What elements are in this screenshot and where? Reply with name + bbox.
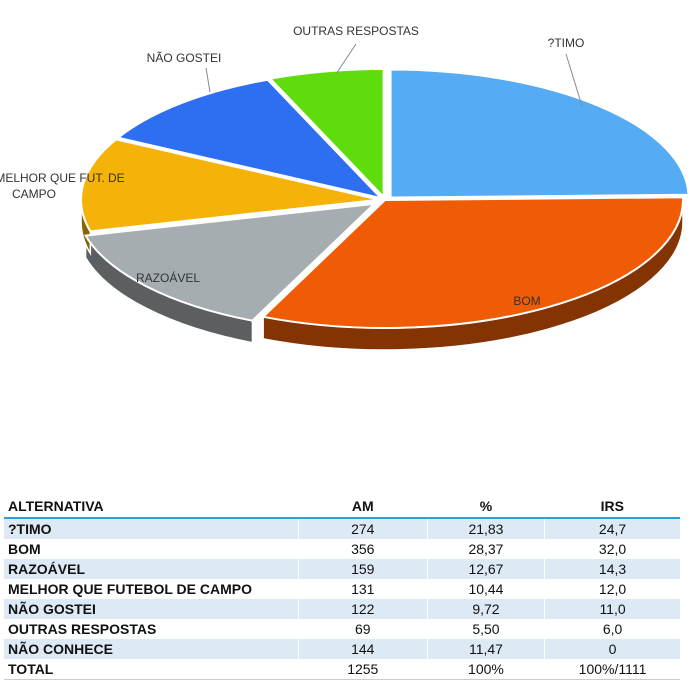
cell-percent: 28,37 [426, 539, 545, 559]
cell-am: 356 [297, 539, 428, 559]
cell-am: 274 [297, 518, 428, 539]
table-row: MELHOR QUE FUTEBOL DE CAMPO 131 10,44 12… [4, 579, 680, 599]
cell-am: 69 [297, 619, 428, 639]
table-total-row: TOTAL 1255 100% 100%/1111 [4, 659, 680, 680]
table-row: NÃO CONHECE 144 11,47 0 [4, 639, 680, 659]
cell-am: 159 [297, 559, 428, 579]
table-row: RAZOÁVEL 159 12,67 14,3 [4, 559, 680, 579]
header-percent: % [427, 495, 545, 519]
pie-slice [389, 68, 690, 199]
cell-alternativa: NÃO CONHECE [4, 639, 299, 659]
leader-line [565, 53, 583, 107]
cell-alternativa: ?TIMO [4, 518, 299, 539]
pie-slice [83, 202, 378, 322]
cell-percent: 9,72 [426, 599, 545, 619]
cell-irs: 0 [544, 639, 680, 659]
cell-irs: 11,0 [544, 599, 680, 619]
slice-label: MELHOR QUE FUT. DE CAMPO [0, 171, 125, 201]
slice-label: NÃO GOSTEI [147, 51, 222, 65]
table-row: NÃO GOSTEI 122 9,72 11,0 [4, 599, 680, 619]
cell-alternativa: RAZOÁVEL [4, 559, 299, 579]
cell-irs: 100%/1111 [544, 659, 680, 680]
slice-label: ?TIMO [548, 36, 585, 50]
cell-percent: 11,47 [426, 639, 545, 659]
cell-alternativa: MELHOR QUE FUTEBOL DE CAMPO [4, 579, 299, 599]
cell-irs: 14,3 [544, 559, 680, 579]
cell-alternativa: BOM [4, 539, 299, 559]
slice-label: OUTRAS RESPOSTAS [293, 24, 419, 38]
results-table: ALTERNATIVA AM % IRS ?TIMO 274 21,83 24,… [4, 495, 680, 680]
pie-chart: ?TIMO BOM RAZOÁVEL MELHOR QUE FUT. DE CAMPO N… [0, 24, 690, 351]
cell-irs: 24,7 [544, 518, 680, 539]
table-header-row: ALTERNATIVA AM % IRS [4, 495, 680, 519]
pie-slice [115, 78, 385, 200]
cell-alternativa: NÃO GOSTEI [4, 599, 299, 619]
cell-am: 1255 [297, 659, 428, 680]
cell-am: 131 [297, 579, 428, 599]
cell-irs: 32,0 [544, 539, 680, 559]
cell-percent: 5,50 [426, 619, 545, 639]
leader-line [205, 67, 211, 93]
pie-slice [268, 68, 385, 200]
cell-percent: 10,44 [426, 579, 545, 599]
cell-irs: 6,0 [544, 619, 680, 639]
table-row: OUTRAS RESPOSTAS 69 5,50 6,0 [4, 619, 680, 639]
cell-percent: 21,83 [426, 518, 545, 539]
cell-alternativa: TOTAL [4, 659, 299, 680]
cell-irs: 12,0 [544, 579, 680, 599]
header-alternativa: ALTERNATIVA [4, 495, 299, 519]
pie-slice [261, 196, 684, 329]
slice-label: RAZOÁVEL [136, 270, 200, 285]
leader-line [335, 43, 357, 75]
cell-am: 144 [297, 639, 428, 659]
header-am: AM [298, 495, 428, 519]
header-irs: IRS [544, 495, 680, 519]
cell-am: 122 [297, 599, 428, 619]
slice-label: BOM [513, 294, 540, 308]
table-row: ?TIMO 274 21,83 24,7 [4, 518, 680, 539]
cell-alternativa: OUTRAS RESPOSTAS [4, 619, 299, 639]
cell-percent: 100% [426, 659, 545, 680]
table-row: BOM 356 28,37 32,0 [4, 539, 680, 559]
cell-percent: 12,67 [426, 559, 545, 579]
pie-slice [80, 138, 380, 233]
